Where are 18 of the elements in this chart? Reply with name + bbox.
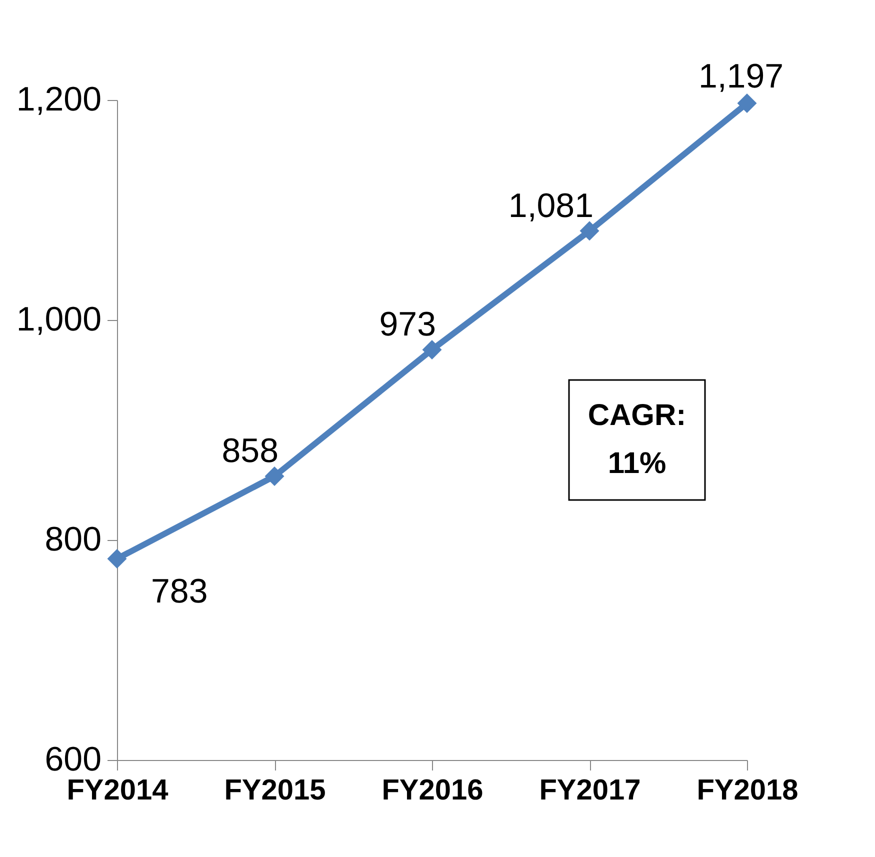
- y-tick-label: 800: [44, 520, 102, 558]
- annotation: CAGR: 11%: [588, 399, 686, 480]
- y-tick-label: 1,000: [16, 300, 102, 338]
- point: [422, 340, 442, 360]
- point: [737, 94, 757, 114]
- x-tick-label: FY2017: [539, 774, 641, 806]
- x-tick-label: FY2016: [382, 774, 484, 806]
- text: 858: [222, 432, 278, 470]
- x-tick-label: FY2018: [696, 774, 798, 806]
- y-tick-label: 1,200: [16, 80, 102, 118]
- text: 1,081: [508, 186, 594, 225]
- text: 783: [151, 572, 208, 611]
- point: [107, 548, 127, 568]
- point: [264, 466, 284, 486]
- text: 973: [379, 306, 436, 344]
- point: [580, 221, 600, 241]
- x-tick-label: FY2015: [224, 774, 326, 806]
- text: 1,197: [698, 57, 784, 96]
